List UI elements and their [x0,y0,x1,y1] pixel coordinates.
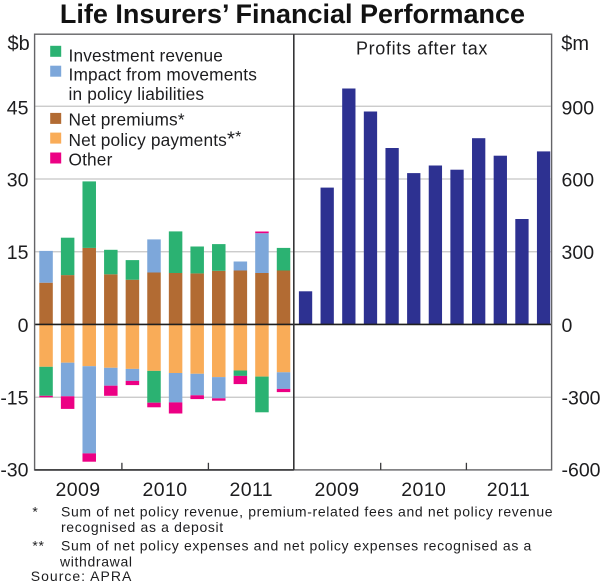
svg-text:300: 300 [562,242,595,264]
svg-text:Other: Other [69,149,113,169]
svg-text:**: ** [32,538,44,554]
svg-text:45: 45 [7,98,29,120]
svg-text:in policy liabilities: in policy liabilities [69,84,205,104]
svg-text:2010: 2010 [143,479,188,501]
svg-text:-15: -15 [0,387,28,409]
svg-text:Investment revenue: Investment revenue [69,45,223,65]
svg-text:Net policy payments**: Net policy payments** [69,128,242,151]
svg-text:-300: -300 [562,387,600,409]
svg-text:2011: 2011 [230,479,274,501]
svg-text:$m: $m [561,33,589,55]
svg-text:*: * [32,504,38,520]
svg-text:Sum of net policy expenses and: Sum of net policy expenses and net polic… [61,538,532,554]
svg-text:-600: -600 [562,460,600,482]
svg-text:withdrawal: withdrawal [59,553,133,569]
svg-text:0: 0 [18,315,29,337]
svg-text:Net premiums*: Net premiums* [69,110,185,130]
svg-text:-30: -30 [0,460,28,482]
svg-text:2011: 2011 [487,479,531,501]
svg-text:Sum of net policy revenue, pre: Sum of net policy revenue, premium-relat… [61,504,553,520]
svg-text:Life Insurers’ Financial Perfo: Life Insurers’ Financial Performance [60,0,525,29]
svg-text:15: 15 [7,242,29,264]
svg-text:2009: 2009 [315,479,360,501]
svg-text:Impact from movements: Impact from movements [69,65,258,85]
svg-text:Source: APRA: Source: APRA [31,568,133,584]
svg-text:$b: $b [8,33,30,55]
svg-text:600: 600 [562,170,595,192]
svg-text:Profits after tax: Profits after tax [356,39,488,59]
svg-text:0: 0 [562,315,573,337]
svg-text:900: 900 [562,98,595,120]
svg-text:2010: 2010 [401,479,446,501]
svg-text:2009: 2009 [56,479,101,501]
svg-text:recognised as a deposit: recognised as a deposit [61,519,224,535]
svg-text:30: 30 [7,170,29,192]
